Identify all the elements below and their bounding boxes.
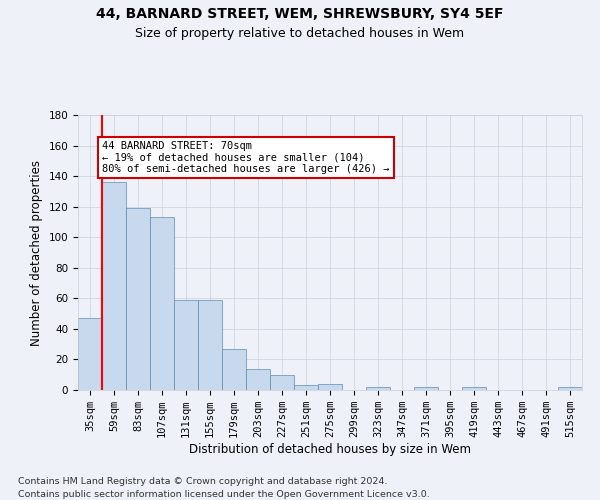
Bar <box>366 387 390 390</box>
Bar <box>222 349 246 390</box>
Bar <box>126 208 150 390</box>
Bar <box>174 300 198 390</box>
Text: Contains public sector information licensed under the Open Government Licence v3: Contains public sector information licen… <box>18 490 430 499</box>
Text: Size of property relative to detached houses in Wem: Size of property relative to detached ho… <box>136 28 464 40</box>
Bar <box>318 384 342 390</box>
Y-axis label: Number of detached properties: Number of detached properties <box>30 160 43 346</box>
Bar <box>462 387 486 390</box>
Bar <box>150 218 174 390</box>
Text: 44 BARNARD STREET: 70sqm
← 19% of detached houses are smaller (104)
80% of semi-: 44 BARNARD STREET: 70sqm ← 19% of detach… <box>103 141 390 174</box>
Bar <box>246 368 270 390</box>
Bar <box>414 387 438 390</box>
Bar <box>102 182 126 390</box>
Bar <box>270 374 294 390</box>
Text: 44, BARNARD STREET, WEM, SHREWSBURY, SY4 5EF: 44, BARNARD STREET, WEM, SHREWSBURY, SY4… <box>96 8 504 22</box>
Text: Contains HM Land Registry data © Crown copyright and database right 2024.: Contains HM Land Registry data © Crown c… <box>18 478 388 486</box>
Bar <box>78 318 102 390</box>
X-axis label: Distribution of detached houses by size in Wem: Distribution of detached houses by size … <box>189 443 471 456</box>
Bar <box>294 386 318 390</box>
Bar <box>558 387 582 390</box>
Bar <box>198 300 222 390</box>
